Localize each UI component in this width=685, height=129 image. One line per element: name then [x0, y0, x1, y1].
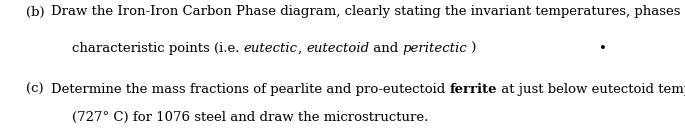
Text: Determine the mass fractions of pearlite and pro-eutectoid: Determine the mass fractions of pearlite…: [51, 83, 450, 96]
Text: and: and: [369, 42, 403, 55]
Text: eutectic: eutectic: [244, 42, 298, 55]
Text: characteristic points (i.e.: characteristic points (i.e.: [72, 42, 244, 55]
Text: •: •: [599, 42, 607, 55]
Text: (727° C) for 1076 steel and draw the microstructure.: (727° C) for 1076 steel and draw the mic…: [72, 111, 428, 124]
Text: ): ): [467, 42, 477, 55]
Text: ,: ,: [298, 42, 306, 55]
Text: (b): (b): [26, 5, 45, 18]
Text: at just below eutectoid temperature: at just below eutectoid temperature: [497, 83, 685, 96]
Text: Draw the Iron-Iron Carbon Phase diagram, clearly stating the invariant temperatu: Draw the Iron-Iron Carbon Phase diagram,…: [51, 5, 685, 18]
Text: peritectic: peritectic: [403, 42, 467, 55]
Text: eutectoid: eutectoid: [306, 42, 369, 55]
Text: ferrite: ferrite: [450, 83, 497, 96]
Text: (c): (c): [26, 83, 44, 96]
